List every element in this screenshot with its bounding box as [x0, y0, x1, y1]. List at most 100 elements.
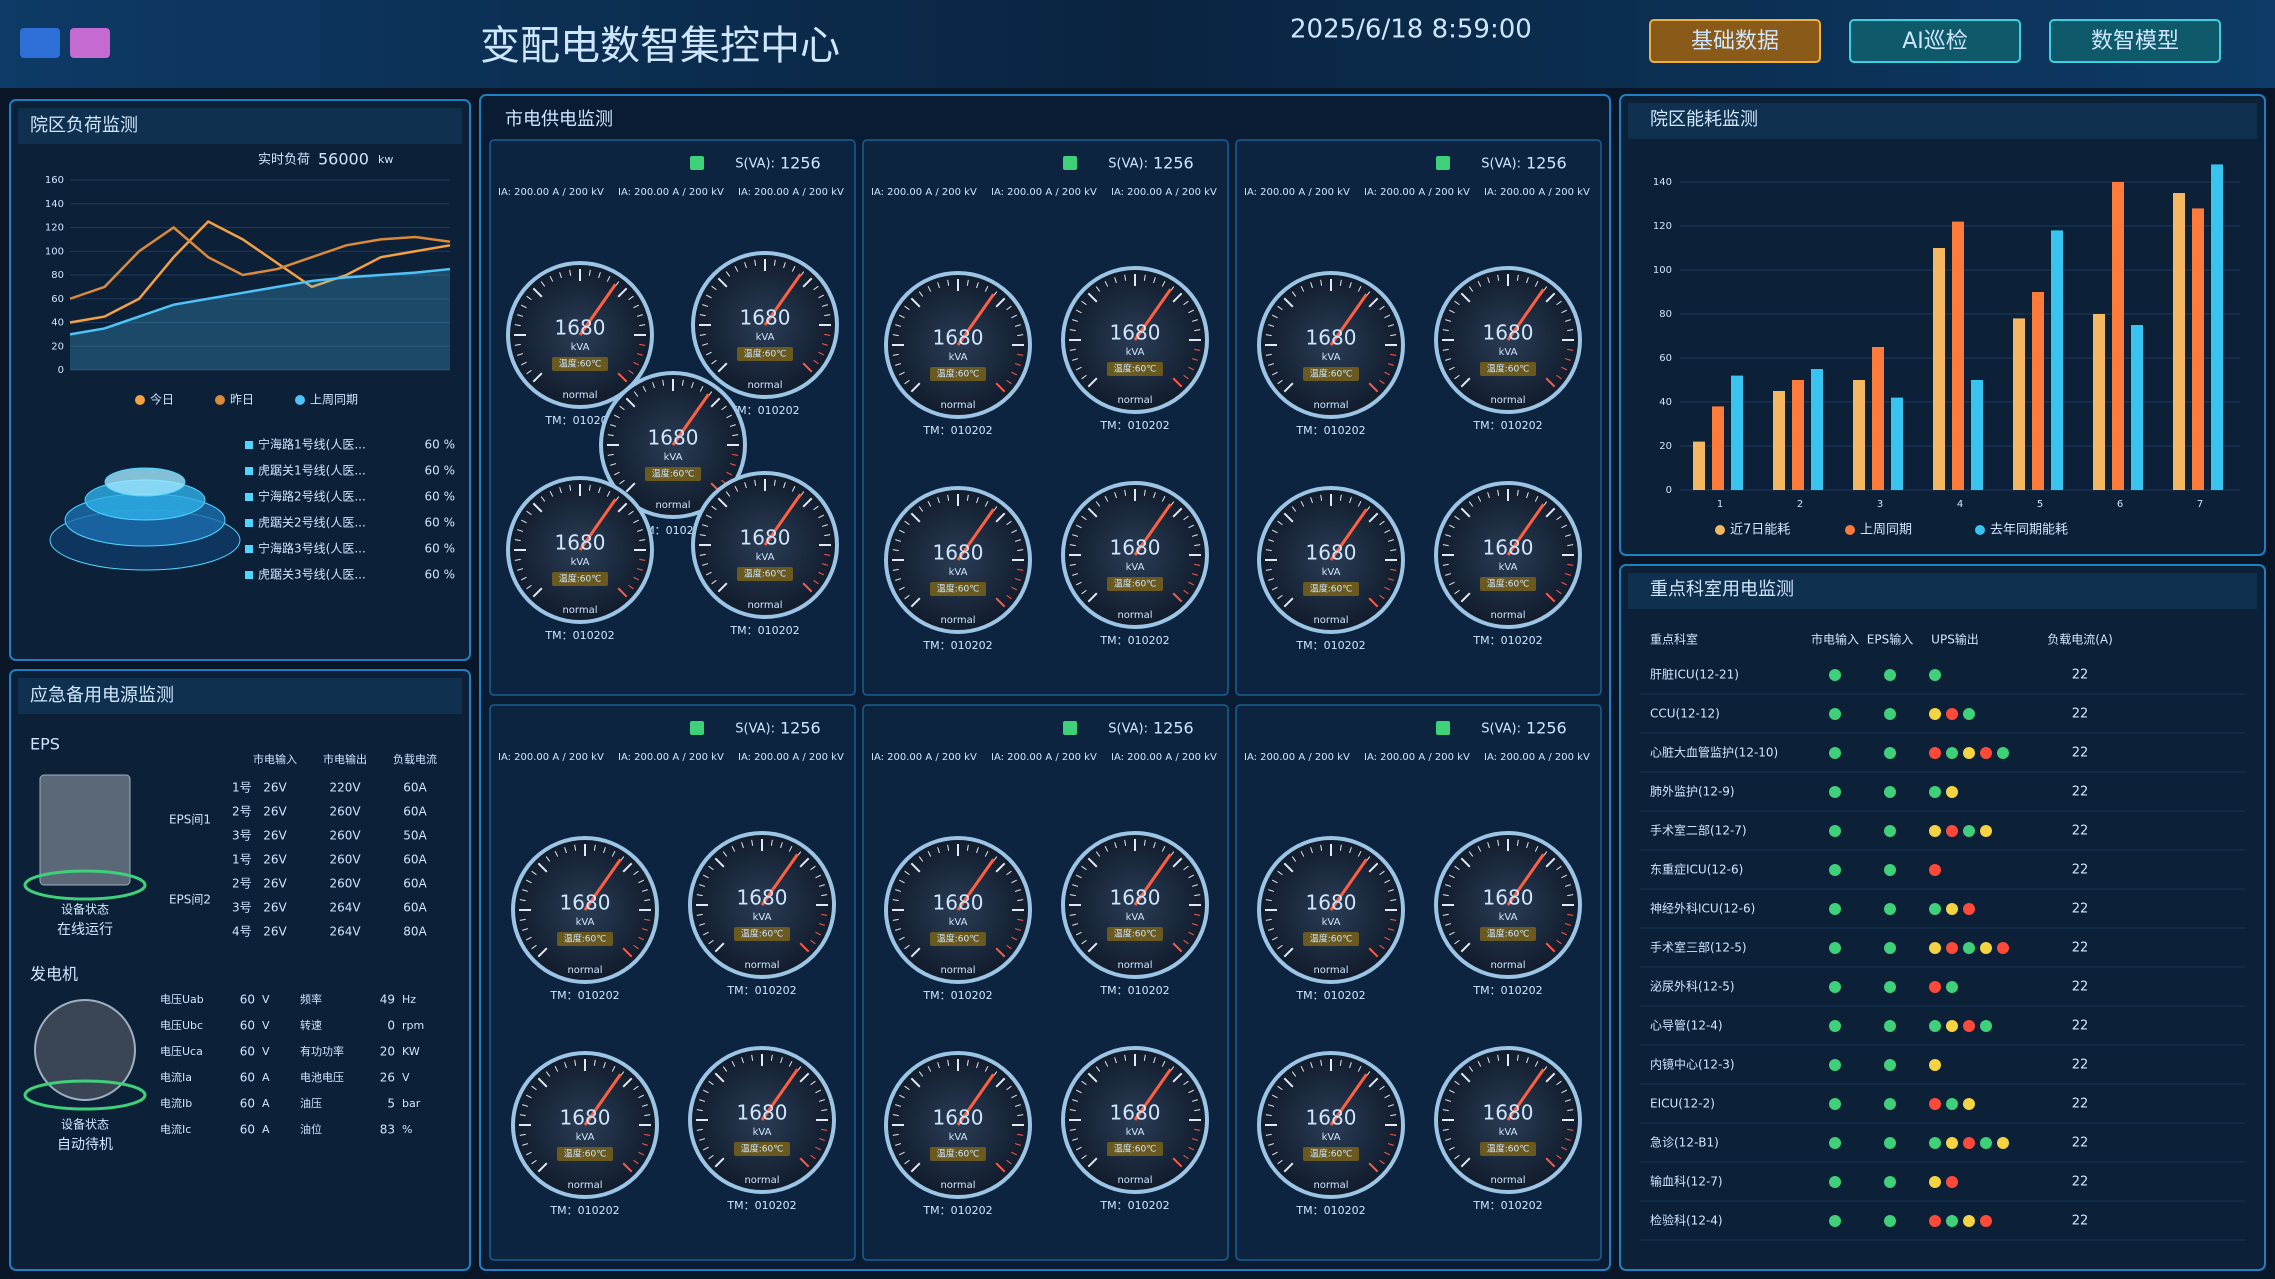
- gauge-tick: [1368, 512, 1379, 523]
- gauge-tick: [815, 931, 822, 936]
- gauge-tick: [802, 362, 813, 373]
- param-name: 电压Uca: [160, 1045, 203, 1058]
- gauge-tick: [1172, 942, 1183, 953]
- gauge-tick: [1081, 589, 1087, 595]
- gauge-tick: [1445, 1099, 1452, 1102]
- gauge-tick: [976, 1062, 979, 1069]
- gauge-tick: [717, 362, 728, 373]
- gauge-tick: [995, 597, 1006, 608]
- power-label: S(VA):: [735, 157, 775, 172]
- gauge-tick: [1161, 1060, 1166, 1067]
- status-dot: [1884, 1137, 1896, 1149]
- bar: [1952, 221, 1964, 490]
- gauge-tick: [1283, 512, 1294, 523]
- gauge-tick: [1194, 544, 1201, 547]
- gauge-tick: [519, 1133, 526, 1136]
- gauge-tick: [1291, 856, 1297, 862]
- gauge-tick: [603, 1062, 606, 1069]
- gauge-tick: [1468, 1066, 1474, 1072]
- gauge-temp: 温度:60℃: [937, 1148, 980, 1160]
- gauge-tick: [1194, 563, 1201, 566]
- gauge-tick: [545, 1071, 551, 1077]
- eps-cell: 2号: [232, 877, 252, 891]
- gauge-tick: [702, 524, 709, 527]
- gauge-tick: [1487, 1057, 1490, 1064]
- phase-reading: IA: 200.00 A / 200 kV: [1364, 187, 1470, 198]
- gauge-tick: [1310, 497, 1313, 504]
- gauge-status: normal: [1313, 400, 1348, 411]
- gauge-needle: [1133, 853, 1172, 906]
- gauge-tick: [892, 918, 899, 921]
- gauge-tick: [696, 1128, 703, 1131]
- bar: [1773, 391, 1785, 490]
- gauge-tick: [532, 372, 543, 383]
- gauge-tick: [1268, 578, 1275, 581]
- gauge-tick: [1384, 371, 1391, 376]
- gauge-tick: [1357, 285, 1362, 292]
- gauge-tick: [1265, 549, 1272, 552]
- gauge-tick: [1384, 1151, 1391, 1156]
- gauge-tick: [810, 1080, 816, 1086]
- bar: [1792, 380, 1804, 490]
- gauge-tick: [1161, 280, 1166, 287]
- gauge-tick: [818, 294, 825, 299]
- legend-swatch: [295, 395, 305, 405]
- nav-button[interactable]: [2049, 19, 2221, 63]
- gauge-status: normal: [567, 965, 602, 976]
- gauge-tick: [1390, 899, 1397, 902]
- gauge-unit: kVA: [1322, 352, 1341, 363]
- gauge-tick: [1567, 544, 1574, 547]
- gauge-tick: [514, 539, 521, 542]
- dept-name: 肝脏ICU(12-21): [1650, 667, 1739, 682]
- gauge-tick: [1014, 928, 1021, 931]
- gauge-status: normal: [1313, 615, 1348, 626]
- gauge-unit: kVA: [576, 1132, 595, 1143]
- param-unit: rpm: [402, 1019, 424, 1032]
- gauge-tick: [898, 1094, 905, 1099]
- gauge-tick: [780, 842, 783, 849]
- status-dot: [1884, 747, 1896, 759]
- gauge-tick: [1268, 928, 1275, 931]
- status-dot: [1963, 825, 1975, 837]
- y-tick-label: 0: [58, 365, 64, 376]
- status-dot: [1884, 864, 1896, 876]
- gauge-tick: [751, 1054, 754, 1061]
- gauge-tick: [1075, 874, 1082, 879]
- gauge-tick: [593, 844, 596, 851]
- dept-name: 心导管(12-4): [1650, 1018, 1723, 1033]
- gauge-tick: [705, 294, 712, 299]
- gauge-tick: [1379, 305, 1385, 311]
- gauge-tick: [744, 482, 747, 489]
- gauge-tick: [1387, 928, 1394, 931]
- gauge-tick: [641, 889, 648, 892]
- gauge-tick: [1567, 329, 1574, 332]
- dept-name: 检验科(12-4): [1650, 1213, 1723, 1228]
- gauge-tick: [633, 944, 639, 950]
- gauge-unit: kVA: [753, 912, 772, 923]
- nav-button[interactable]: [1849, 19, 2021, 63]
- gauge-tick: [984, 1065, 989, 1072]
- gauge-tick: [791, 265, 796, 272]
- status-dot: [1963, 1098, 1975, 1110]
- gauge-tick: [1379, 379, 1385, 385]
- gauge-tick: [1081, 300, 1087, 306]
- gauge-tick: [1075, 1146, 1082, 1151]
- gauge-unit: kVA: [949, 1132, 968, 1143]
- status-dot: [1829, 747, 1841, 759]
- gauge-tick: [708, 1154, 714, 1160]
- gauge-tick: [1545, 592, 1556, 603]
- status-dot: [1980, 942, 1992, 954]
- legend-swatch: [135, 395, 145, 405]
- gauge-tick: [532, 287, 543, 298]
- gauge-tick: [1087, 292, 1098, 303]
- gauge-value: 1680: [555, 316, 606, 340]
- gauge-tm: TM：010202: [1099, 634, 1169, 647]
- y-tick-label: 100: [1653, 265, 1672, 276]
- panel: [9, 99, 471, 661]
- gauge-tick: [1172, 1157, 1183, 1168]
- nav-button[interactable]: [1649, 19, 1821, 63]
- status-dot: [1946, 942, 1958, 954]
- gauge-tick: [1011, 586, 1018, 591]
- gauge-tick: [1081, 865, 1087, 871]
